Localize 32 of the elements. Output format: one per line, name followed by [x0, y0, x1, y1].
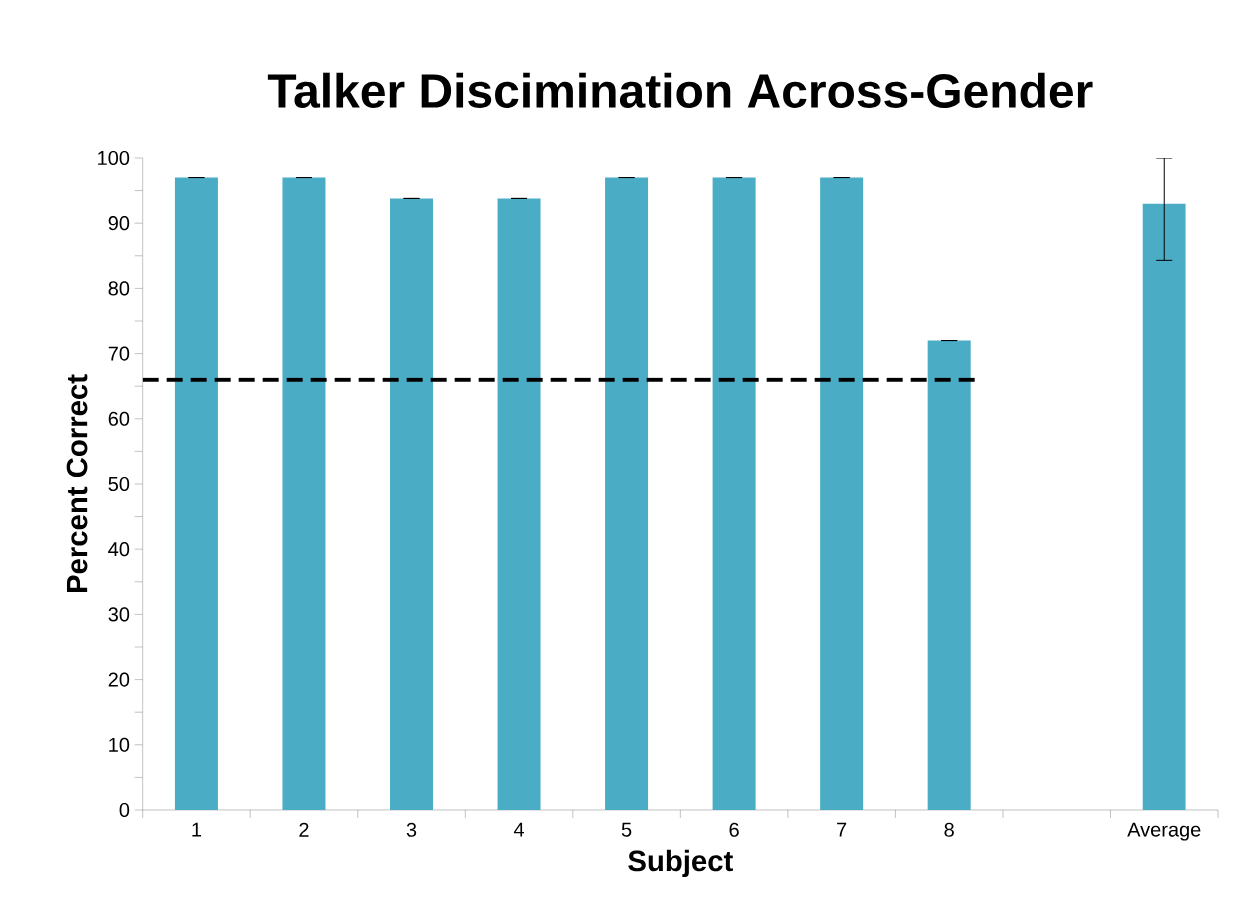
x-tick-label: 5	[621, 822, 632, 837]
y-tick-label: 10	[109, 737, 130, 752]
y-tick-label: 30	[108, 607, 130, 622]
y-tick-label: 100	[98, 150, 130, 166]
y-tick-label: 40	[108, 542, 130, 557]
x-tick-label: 8	[944, 822, 954, 837]
y-tick-label: 80	[108, 281, 130, 296]
x-tick-label: Average	[1127, 822, 1201, 841]
bar	[605, 177, 649, 810]
x-tick-label: 7	[837, 822, 847, 837]
y-axis-title: Percent Correct	[66, 374, 88, 593]
bar	[497, 198, 541, 810]
bar	[820, 177, 864, 810]
chart-title: Talker Discimination Across-Gender	[267, 72, 1093, 108]
bar	[174, 177, 218, 810]
y-tick-label: 60	[108, 411, 130, 426]
bar	[1142, 203, 1186, 810]
x-tick-label: 4	[513, 822, 525, 837]
bar	[282, 177, 326, 810]
x-tick-label: 2	[299, 822, 309, 837]
bar	[712, 177, 756, 810]
y-tick-label: 20	[108, 672, 130, 687]
x-tick-label: 6	[729, 822, 739, 837]
bar	[927, 340, 971, 810]
y-tick-label: 90	[108, 216, 130, 231]
bar	[390, 198, 434, 810]
y-tick-label: 0	[119, 802, 130, 818]
y-tick-label: 70	[108, 346, 130, 361]
x-tick-label: 1	[192, 822, 202, 837]
x-axis-title: Subject	[628, 849, 733, 878]
y-tick-label: 50	[108, 476, 130, 492]
x-tick-label: 3	[406, 822, 417, 837]
